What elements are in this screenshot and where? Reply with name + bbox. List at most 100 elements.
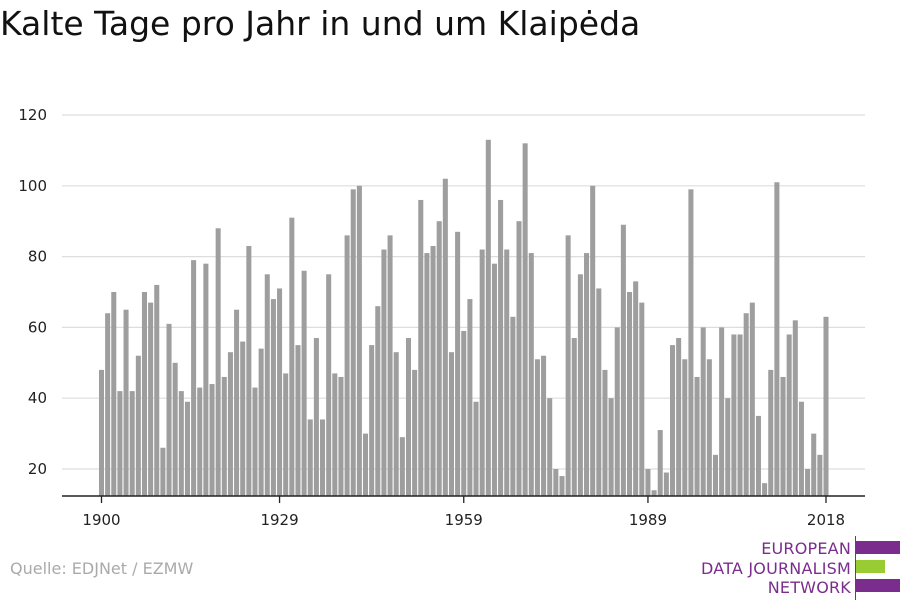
bar-1977[interactable]	[571, 338, 577, 496]
bar-2006[interactable]	[749, 302, 755, 496]
bar-1991[interactable]	[657, 430, 663, 496]
bar-1901[interactable]	[105, 313, 111, 496]
bar-2014[interactable]	[798, 401, 804, 496]
bar-2007[interactable]	[755, 415, 761, 496]
bar-1956[interactable]	[442, 178, 448, 496]
bar-1971[interactable]	[534, 359, 540, 496]
bar-1937[interactable]	[326, 274, 332, 496]
bar-1986[interactable]	[627, 292, 633, 496]
bar-1981[interactable]	[596, 288, 602, 496]
bar-1940[interactable]	[344, 235, 350, 497]
bar-1928[interactable]	[270, 299, 276, 496]
bar-1969[interactable]	[522, 143, 528, 496]
bar-2018[interactable]	[823, 316, 829, 496]
bar-2015[interactable]	[805, 469, 811, 496]
bar-1914[interactable]	[184, 401, 190, 496]
bar-1918[interactable]	[209, 384, 215, 496]
bar-1916[interactable]	[197, 387, 203, 496]
bar-2004[interactable]	[737, 334, 743, 496]
bar-1994[interactable]	[676, 338, 682, 496]
bar-2008[interactable]	[762, 483, 768, 496]
bar-1902[interactable]	[111, 292, 117, 496]
bar-1995[interactable]	[682, 359, 688, 496]
bar-1941[interactable]	[350, 189, 356, 496]
bar-1913[interactable]	[178, 391, 184, 496]
bar-1924[interactable]	[246, 245, 252, 496]
bar-2016[interactable]	[811, 433, 817, 496]
bar-2001[interactable]	[719, 327, 725, 496]
bar-1966[interactable]	[504, 249, 510, 496]
bar-2009[interactable]	[768, 369, 774, 496]
bar-1947[interactable]	[387, 235, 393, 497]
bar-1934[interactable]	[307, 419, 313, 496]
bar-1930[interactable]	[283, 373, 289, 496]
bar-1961[interactable]	[473, 401, 479, 496]
bar-1948[interactable]	[393, 352, 399, 496]
bar-1949[interactable]	[399, 437, 405, 496]
bar-1945[interactable]	[375, 306, 381, 496]
bar-1923[interactable]	[240, 341, 246, 496]
bar-1927[interactable]	[264, 274, 270, 496]
bar-1944[interactable]	[369, 345, 375, 496]
bar-1963[interactable]	[485, 139, 491, 496]
bar-1946[interactable]	[381, 249, 387, 496]
bar-1908[interactable]	[148, 302, 154, 496]
bar-1911[interactable]	[166, 323, 172, 496]
bar-1953[interactable]	[424, 253, 430, 496]
bar-2003[interactable]	[731, 334, 737, 496]
bar-1938[interactable]	[332, 373, 338, 496]
bar-2010[interactable]	[774, 182, 780, 496]
bar-1915[interactable]	[191, 260, 197, 496]
bar-1984[interactable]	[614, 327, 620, 496]
bar-1932[interactable]	[295, 345, 301, 496]
bar-1936[interactable]	[320, 419, 326, 496]
bar-1959[interactable]	[461, 330, 467, 496]
bar-1989[interactable]	[645, 469, 651, 496]
bar-1903[interactable]	[117, 391, 123, 496]
bar-1999[interactable]	[706, 359, 712, 496]
bar-1950[interactable]	[405, 338, 412, 496]
bar-1970[interactable]	[528, 253, 534, 496]
bar-1975[interactable]	[559, 476, 565, 496]
bar-1922[interactable]	[234, 309, 240, 496]
bar-1919[interactable]	[215, 228, 221, 496]
bar-1920[interactable]	[221, 376, 227, 496]
bar-1912[interactable]	[172, 362, 178, 496]
bar-1968[interactable]	[516, 221, 522, 496]
bar-1960[interactable]	[467, 299, 473, 496]
bar-1998[interactable]	[700, 327, 706, 496]
bar-2002[interactable]	[725, 398, 731, 496]
bar-1925[interactable]	[252, 387, 258, 496]
bar-1931[interactable]	[289, 217, 295, 496]
bar-1910[interactable]	[160, 447, 166, 496]
bar-1907[interactable]	[141, 292, 147, 496]
bar-1933[interactable]	[301, 270, 307, 496]
bar-2011[interactable]	[780, 376, 786, 496]
bar-1976[interactable]	[565, 235, 571, 497]
bar-1917[interactable]	[203, 263, 209, 496]
bar-1990[interactable]	[651, 490, 657, 496]
bar-1943[interactable]	[362, 433, 369, 496]
bar-1905[interactable]	[129, 391, 135, 496]
bar-1909[interactable]	[154, 284, 160, 496]
bar-1996[interactable]	[688, 189, 694, 496]
bar-1958[interactable]	[455, 231, 461, 496]
bar-1988[interactable]	[639, 302, 645, 496]
bar-2000[interactable]	[712, 454, 719, 496]
bar-1926[interactable]	[258, 348, 264, 496]
bar-1900[interactable]	[98, 369, 105, 496]
bar-1967[interactable]	[510, 316, 516, 496]
bar-1993[interactable]	[669, 345, 676, 496]
bar-1952[interactable]	[418, 199, 424, 496]
bar-1997[interactable]	[694, 376, 700, 496]
bar-1992[interactable]	[663, 472, 669, 496]
bar-1979[interactable]	[584, 253, 590, 496]
bar-1978[interactable]	[577, 274, 583, 496]
bar-1974[interactable]	[553, 469, 559, 496]
bar-1935[interactable]	[313, 338, 319, 496]
bar-1987[interactable]	[633, 281, 639, 496]
bar-2013[interactable]	[792, 320, 798, 496]
bar-1906[interactable]	[135, 355, 141, 496]
bar-1904[interactable]	[123, 309, 129, 496]
bar-1939[interactable]	[338, 376, 344, 496]
